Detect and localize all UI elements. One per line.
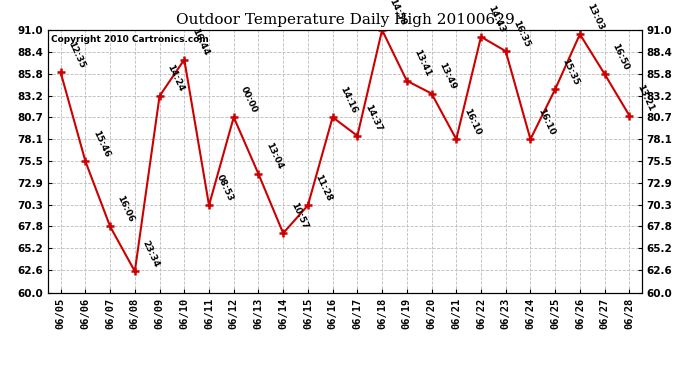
Text: Copyright 2010 Cartronics.com: Copyright 2010 Cartronics.com [51,35,209,44]
Text: 14:43: 14:43 [486,4,507,34]
Text: 15:35: 15:35 [561,57,581,87]
Text: 13:21: 13:21 [635,83,655,113]
Text: 23:34: 23:34 [140,239,161,268]
Text: 10:57: 10:57 [288,201,309,231]
Text: 15:46: 15:46 [91,129,111,159]
Text: 14:16: 14:16 [338,85,359,114]
Text: 16:10: 16:10 [462,107,482,136]
Text: 08:53: 08:53 [215,173,235,202]
Text: 00:00: 00:00 [239,85,259,114]
Text: 12:35: 12:35 [66,40,86,69]
Text: 16:35: 16:35 [511,19,531,48]
Text: 16:10: 16:10 [536,107,556,136]
Title: Outdoor Temperature Daily High 20100629: Outdoor Temperature Daily High 20100629 [176,13,514,27]
Text: 14:58: 14:58 [388,0,408,27]
Text: 13:03: 13:03 [585,2,606,32]
Text: 14:37: 14:37 [363,103,383,133]
Text: 11:28: 11:28 [313,173,334,202]
Text: 13:04: 13:04 [264,141,284,171]
Text: 13:49: 13:49 [437,61,457,91]
Text: 16:06: 16:06 [116,194,136,224]
Text: 13:41: 13:41 [413,48,433,78]
Text: 16:50: 16:50 [610,42,631,71]
Text: 14:24: 14:24 [165,63,186,93]
Text: 16:44: 16:44 [190,27,210,57]
